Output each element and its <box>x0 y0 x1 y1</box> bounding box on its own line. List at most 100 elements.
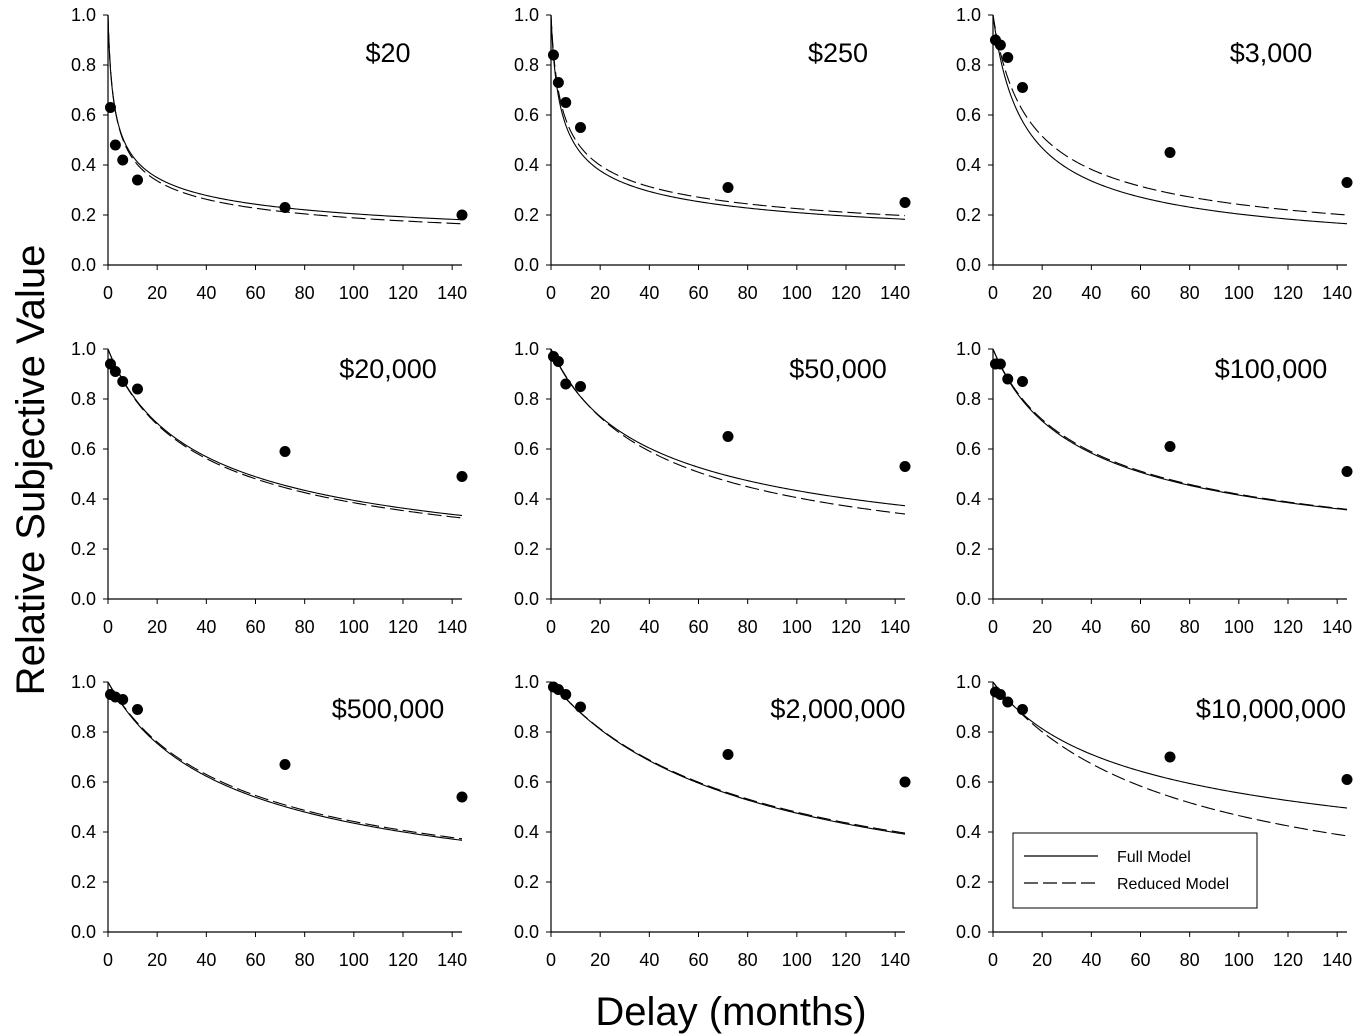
data-point <box>117 154 129 166</box>
reduced-model-line <box>107 348 463 519</box>
x-tick-label: 40 <box>1081 283 1101 303</box>
x-tick-label: 80 <box>295 283 315 303</box>
y-tick-label: 0.2 <box>71 539 96 559</box>
data-point <box>1341 774 1353 785</box>
y-tick-label: 0.6 <box>956 439 981 459</box>
data-point <box>994 689 1006 700</box>
x-tick-label: 60 <box>1130 950 1150 970</box>
panel-title: $500,000 <box>332 694 445 724</box>
legend-label-reduced-model: Reduced Model <box>1117 876 1229 893</box>
data-point <box>279 202 291 213</box>
x-tick-label: 80 <box>738 283 758 303</box>
x-tick-label: 40 <box>196 283 216 303</box>
data-point <box>1164 751 1176 763</box>
x-tick-label: 140 <box>437 617 467 637</box>
reduced-model-line <box>992 14 1348 216</box>
data-point <box>899 197 911 208</box>
data-point <box>552 77 564 88</box>
x-axis-title: Delay (months) <box>595 990 866 1034</box>
x-tick-label: 60 <box>245 617 265 637</box>
data-point <box>1341 177 1353 188</box>
y-tick-label: 0.8 <box>514 722 539 742</box>
x-tick-label: 60 <box>688 950 708 970</box>
legend-label-full-model: Full Model <box>1117 849 1191 866</box>
reduced-model-line <box>550 348 906 515</box>
x-tick-label: 20 <box>1032 283 1052 303</box>
x-tick-label: 20 <box>590 617 610 637</box>
y-tick-label: 0.4 <box>956 155 981 175</box>
x-tick-label: 0 <box>103 283 113 303</box>
x-tick-label: 20 <box>1032 617 1052 637</box>
y-tick-label: 0.2 <box>956 539 981 559</box>
y-tick-label: 0.6 <box>956 772 981 792</box>
y-tick-label: 0.0 <box>71 589 96 609</box>
y-tick-label: 0.2 <box>514 539 539 559</box>
x-tick-label: 120 <box>831 283 861 303</box>
data-point <box>722 182 734 193</box>
x-tick-label: 100 <box>1224 283 1254 303</box>
data-point <box>132 383 143 395</box>
full-model-line <box>550 14 906 220</box>
x-tick-label: 80 <box>295 617 315 637</box>
x-tick-label: 20 <box>1032 950 1052 970</box>
y-tick-label: 0.2 <box>956 205 981 225</box>
data-point <box>899 461 911 472</box>
x-tick-label: 0 <box>988 283 998 303</box>
panel-7: 0.0 0.2 0.4 0.6 0.8 1.0 0 20 40 60 80 100 120 140 $500… <box>71 672 468 970</box>
y-tick-label: 0.0 <box>71 922 96 942</box>
data-point <box>456 209 468 221</box>
data-point <box>1017 376 1028 387</box>
reduced-model-line <box>107 14 463 225</box>
x-tick-label: 60 <box>245 283 265 303</box>
y-tick-label: 0.6 <box>71 439 96 459</box>
x-tick-label: 120 <box>831 617 861 637</box>
y-tick-label: 1.0 <box>514 339 539 359</box>
data-point <box>575 122 586 133</box>
y-tick-label: 0.0 <box>956 922 981 942</box>
x-tick-label: 100 <box>782 283 812 303</box>
y-axis-title: Relative Subjective Value <box>9 245 53 696</box>
x-tick-label: 0 <box>546 283 556 303</box>
panel-title: $20 <box>365 38 410 68</box>
data-point <box>1002 696 1014 708</box>
x-tick-label: 80 <box>738 950 758 970</box>
x-tick-label: 40 <box>196 950 216 970</box>
x-tick-label: 40 <box>1081 950 1101 970</box>
data-point <box>560 378 572 390</box>
x-tick-label: 140 <box>880 617 910 637</box>
y-tick-label: 0.0 <box>956 255 981 275</box>
y-tick-label: 0.4 <box>514 489 539 509</box>
y-tick-label: 0.8 <box>71 389 96 409</box>
data-point <box>132 704 143 715</box>
x-tick-label: 0 <box>546 950 556 970</box>
data-point <box>560 97 572 108</box>
panels-group: 0.0 0.2 0.4 0.6 0.8 1.0 0 20 40 60 80 100 120 140 $20 0… <box>71 5 1353 970</box>
x-tick-label: 100 <box>339 283 369 303</box>
x-tick-label: 80 <box>1180 950 1200 970</box>
data-point <box>1017 704 1028 715</box>
y-tick-label: 0.8 <box>956 722 981 742</box>
y-tick-label: 0.4 <box>71 822 96 842</box>
y-tick-label: 0.8 <box>956 55 981 75</box>
data-point <box>1164 441 1176 452</box>
panel-3: 0.0 0.2 0.4 0.6 0.8 1.0 0 20 40 60 80 100 120 140 $3,0… <box>956 5 1353 303</box>
panel-9: 0.0 0.2 0.4 0.6 0.8 1.0 0 20 40 60 80 100 120 140 $10,… <box>956 672 1353 970</box>
x-tick-label: 60 <box>688 617 708 637</box>
x-tick-label: 40 <box>196 617 216 637</box>
data-point <box>279 759 291 770</box>
y-tick-label: 1.0 <box>71 339 96 359</box>
y-tick-label: 0.8 <box>514 55 539 75</box>
data-point <box>552 356 564 367</box>
x-tick-label: 40 <box>639 283 659 303</box>
x-tick-label: 60 <box>688 283 708 303</box>
y-tick-label: 1.0 <box>71 5 96 25</box>
panel-title: $20,000 <box>339 354 437 384</box>
x-tick-label: 20 <box>147 283 167 303</box>
x-tick-label: 80 <box>738 617 758 637</box>
x-tick-label: 120 <box>1273 617 1303 637</box>
x-tick-label: 140 <box>1322 283 1352 303</box>
x-tick-label: 80 <box>295 950 315 970</box>
x-tick-label: 0 <box>546 617 556 637</box>
y-tick-label: 0.0 <box>956 589 981 609</box>
